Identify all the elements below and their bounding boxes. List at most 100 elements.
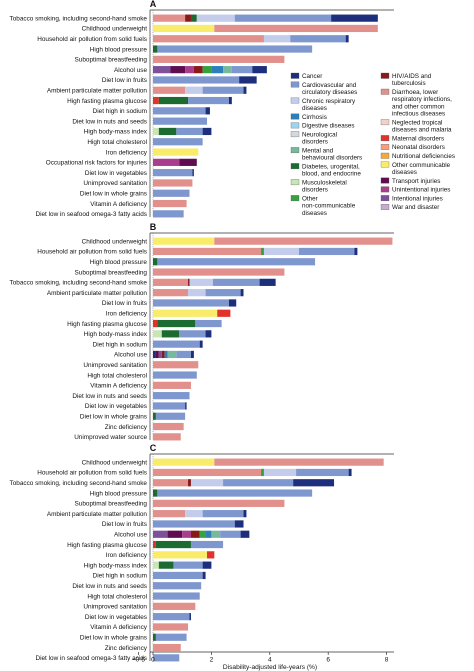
legend-label: diseases and malaria: [392, 127, 452, 134]
bar-label: Iron deficiency: [106, 310, 148, 317]
bar-segment-diar: [153, 381, 191, 389]
bar-label: Vitamin A deficiency: [90, 624, 148, 631]
bar-label: Vitamin A deficiency: [90, 201, 148, 208]
bar-segment-cardio: [153, 371, 197, 379]
legend-swatch: [290, 81, 300, 88]
bar-segment-diar: [153, 268, 285, 276]
bar-segment-cardio: [157, 258, 316, 266]
legend-label: tuberculosis: [392, 80, 426, 87]
bar-label: Suboptimal breastfeeding: [75, 57, 148, 64]
bar-segment-cardio: [153, 299, 229, 307]
bar-segment-cancer: [234, 520, 244, 528]
bar-segment-msk: [153, 561, 159, 569]
bar-segment-trans: [179, 158, 197, 166]
legend-item-dig: Digestive diseases: [290, 122, 355, 130]
bar-segment-cancer: [228, 299, 237, 307]
bar-segment-intent: [153, 530, 168, 538]
bar-label: Zinc deficiency: [105, 645, 148, 652]
x-tick-label: 0: [151, 657, 155, 664]
legend-label: blood, and endocrine: [302, 171, 361, 178]
bar-segment-cancer: [228, 96, 232, 105]
bar-segment-cardio: [153, 169, 193, 177]
bar-segment-diab: [153, 489, 158, 497]
legend-label: Intentional injuries: [392, 195, 443, 202]
bar-segment-msk: [153, 127, 159, 136]
bar-segment-cardio: [153, 138, 203, 146]
legend-swatch: [380, 161, 390, 168]
legend-label: Diabetes, urogenital,: [302, 163, 360, 170]
bar-segment-diar: [153, 199, 187, 208]
bar-label: Household air pollution from solid fuels: [37, 36, 147, 43]
bar-segment-diar: [153, 510, 186, 518]
bar-segment-unint: [185, 66, 194, 74]
bar-segment-hiv: [188, 479, 191, 487]
bar-segment-cirr: [164, 350, 168, 359]
bar-segment-diab: [158, 96, 189, 105]
legend-label: diseases: [302, 210, 327, 217]
bar-segment-diar: [153, 433, 181, 441]
bar-label: Childhood underweight: [82, 238, 148, 245]
bar-segment-cardio: [190, 540, 224, 549]
bar-label: Diet low in fruits: [102, 300, 147, 307]
bar-label: Alcohol use: [114, 531, 147, 538]
bar-segment-diar: [153, 35, 264, 43]
bar-segment-diar: [153, 643, 181, 652]
bar-segment-ncd: [261, 247, 264, 256]
legend-label: Digestive diseases: [302, 123, 355, 130]
bar-label: Diet low in fruits: [102, 77, 147, 84]
bar-label: Diet low in whole grains: [80, 190, 147, 197]
bar-segment-mat: [153, 540, 156, 549]
legend-item-mat: Maternal disorders: [380, 135, 444, 142]
bar-label: High fasting plasma glucose: [67, 98, 147, 105]
legend-swatch: [380, 119, 390, 126]
bar-segment-hiv: [190, 530, 200, 538]
bar-segment-comm: [153, 237, 215, 245]
bar-segment-diar: [153, 361, 199, 369]
bar-label: Ambient particulate matter pollution: [47, 290, 148, 297]
bar-segment-comm: [153, 551, 208, 559]
bar-segment-cancer: [202, 561, 212, 569]
bar-label: Unimproved sanitation: [83, 604, 147, 611]
bar-label: Diet high in sodium: [93, 341, 147, 348]
bar-segment-cardio: [153, 340, 200, 348]
bar-segment-ncd: [261, 468, 264, 477]
bar-segment-mental: [223, 66, 232, 74]
x-tick-label: 2: [210, 657, 214, 664]
legend-swatch: [380, 88, 390, 95]
legend-swatch: [290, 131, 300, 138]
bar-label: High total cholesterol: [87, 593, 147, 600]
bar-segment-diar: [214, 24, 378, 33]
bar-label: Diet low in nuts and seeds: [72, 118, 147, 125]
bar-label: High blood pressure: [90, 46, 148, 53]
legend-label: Neonatal disorders: [392, 144, 445, 151]
legend-label: disorders: [302, 139, 328, 146]
bar-label: Diet low in whole grains: [80, 413, 147, 420]
bar-segment-resp: [185, 510, 203, 518]
legend-swatch: [290, 122, 300, 129]
bar-segment-cancer: [202, 127, 212, 136]
x-tick-label: 4: [268, 657, 272, 664]
bar-segment-cardio: [153, 392, 190, 400]
legend-swatch: [380, 152, 390, 159]
bar-segment-cardio: [155, 412, 186, 420]
legend-swatch: [290, 147, 300, 154]
bar-segment-diar: [153, 468, 262, 477]
bar-segment-cancer: [243, 86, 247, 94]
legend-label: Chronic respiratory: [302, 98, 356, 105]
bar-label: Diet low in nuts and seeds: [72, 583, 147, 590]
bar-segment-cardio: [195, 319, 222, 328]
bar-segment-cancer: [199, 340, 203, 348]
bar-segment-cardio: [176, 350, 191, 359]
legend-label: Diarrhoea, lower: [392, 89, 438, 96]
legend-item-cirr: Cirrhosis: [290, 113, 327, 121]
bar-label: Tobacco smoking, including second-hand s…: [10, 280, 148, 287]
legend-label: Cancer: [302, 73, 322, 80]
bar-label: Alcohol use: [114, 67, 147, 74]
bar-segment-hiv: [161, 350, 165, 359]
bar-segment-resp: [189, 278, 213, 286]
